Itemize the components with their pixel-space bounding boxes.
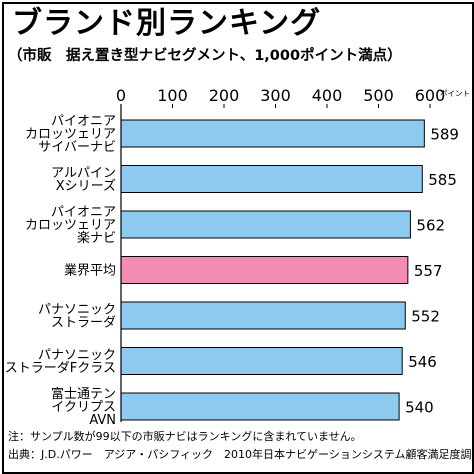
source-credit: 出典：J.D.パワー アジア・パシフィック 2010年日本ナビゲーションシステム…	[8, 448, 474, 461]
footnote: 注：サンプル数が99以下の市販ナビはランキングに含まれていません。	[8, 430, 362, 443]
value-label: 552	[411, 308, 440, 326]
category-label: AVN	[89, 413, 116, 428]
category-label: ストラーダ	[51, 316, 116, 331]
x-unit-label: ポイント	[440, 89, 470, 98]
bar	[120, 165, 423, 193]
bar	[120, 119, 425, 148]
category-label: 楽ナビ	[77, 230, 116, 246]
value-label: 546	[408, 353, 437, 371]
bar	[120, 301, 406, 330]
category-label: Xシリーズ	[56, 178, 116, 194]
chart-subtitle: （市販 据え置き型ナビセグメント、1,000ポイント満点）	[8, 48, 402, 64]
category-label: カロッツェリア	[25, 127, 116, 142]
category-label: ストラーダFクラス	[5, 361, 116, 376]
x-tick-label: 100	[157, 86, 188, 105]
x-tick-label: 500	[363, 86, 394, 105]
category-label: パイオニア	[51, 205, 116, 220]
bar	[120, 256, 409, 284]
x-tick-label: 600	[415, 86, 446, 105]
value-label: 562	[416, 217, 445, 235]
category-label: パナソニック	[38, 303, 116, 318]
category-label: イクリプス	[51, 400, 116, 415]
value-label: 589	[430, 126, 459, 144]
x-tick-label: 0	[116, 86, 126, 105]
chart-title: ブランド別ランキング	[12, 6, 322, 41]
category-label: パイオニア	[51, 114, 116, 129]
category-label: サイバーナビ	[38, 140, 116, 155]
category-label: 富士通テン	[51, 386, 116, 402]
bar	[120, 392, 400, 421]
bar	[120, 347, 403, 375]
value-label: 540	[405, 399, 434, 417]
value-label: 585	[428, 171, 457, 189]
x-tick-label: 300	[260, 86, 291, 105]
value-label: 557	[414, 262, 443, 280]
x-tick-label: 200	[209, 86, 240, 105]
category-label: 業界平均	[64, 263, 116, 279]
category-label: アルパイン	[51, 166, 116, 181]
category-label: カロッツェリア	[25, 218, 116, 233]
category-label: パナソニック	[38, 348, 116, 363]
bar	[120, 210, 411, 239]
x-tick-label: 400	[312, 86, 343, 105]
